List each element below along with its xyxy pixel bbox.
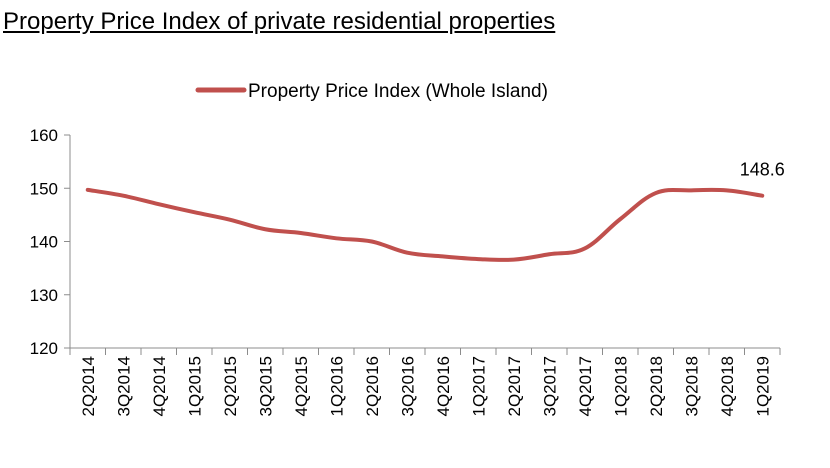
x-tick-label: 4Q2015 bbox=[292, 356, 311, 417]
x-tick-label: 3Q2018 bbox=[682, 356, 701, 417]
y-tick-label: 120 bbox=[30, 339, 58, 358]
x-tick-label: 4Q2017 bbox=[576, 356, 595, 417]
x-tick-label: 3Q2015 bbox=[256, 356, 275, 417]
legend: Property Price Index (Whole Island) bbox=[195, 81, 548, 102]
legend-label: Property Price Index (Whole Island) bbox=[248, 81, 548, 102]
x-tick-label: 1Q2019 bbox=[753, 356, 772, 417]
x-tick-label: 1Q2015 bbox=[185, 356, 204, 417]
x-tick-label: 2Q2018 bbox=[647, 356, 666, 417]
series-layer bbox=[85, 187, 765, 262]
series-line bbox=[85, 187, 765, 262]
y-tick-label: 150 bbox=[30, 179, 58, 198]
x-tick-label: 3Q2016 bbox=[398, 356, 417, 417]
y-tick-label: 160 bbox=[30, 126, 58, 145]
x-tick-label: 1Q2016 bbox=[327, 356, 346, 417]
x-tick-label: 2Q2016 bbox=[363, 356, 382, 417]
y-tick-label: 140 bbox=[30, 233, 58, 252]
x-tick-label: 3Q2014 bbox=[114, 356, 133, 417]
data-label: 148.6 bbox=[740, 160, 785, 180]
y-tick-label: 130 bbox=[30, 286, 58, 305]
chart-title: Property Price Index of private resident… bbox=[3, 8, 556, 35]
x-tick-label: 1Q2017 bbox=[469, 356, 488, 417]
x-tick-label: 1Q2018 bbox=[611, 356, 630, 417]
x-tick-label: 2Q2017 bbox=[505, 356, 524, 417]
x-tick-label: 2Q2014 bbox=[79, 356, 98, 417]
x-tick-label: 4Q2014 bbox=[150, 356, 169, 417]
annotation-layer: 148.6 bbox=[740, 160, 785, 180]
x-tick-label: 4Q2016 bbox=[434, 356, 453, 417]
y-axis: 120 130 140 150 160 bbox=[30, 126, 71, 358]
x-tick-label: 2Q2015 bbox=[221, 356, 240, 417]
x-tick-label: 4Q2018 bbox=[718, 356, 737, 417]
x-axis: 2Q2014 3Q2014 4Q2014 1Q2015 2Q2015 3Q2015 4Q20… bbox=[69, 347, 781, 417]
x-tick-label: 3Q2017 bbox=[540, 356, 559, 417]
